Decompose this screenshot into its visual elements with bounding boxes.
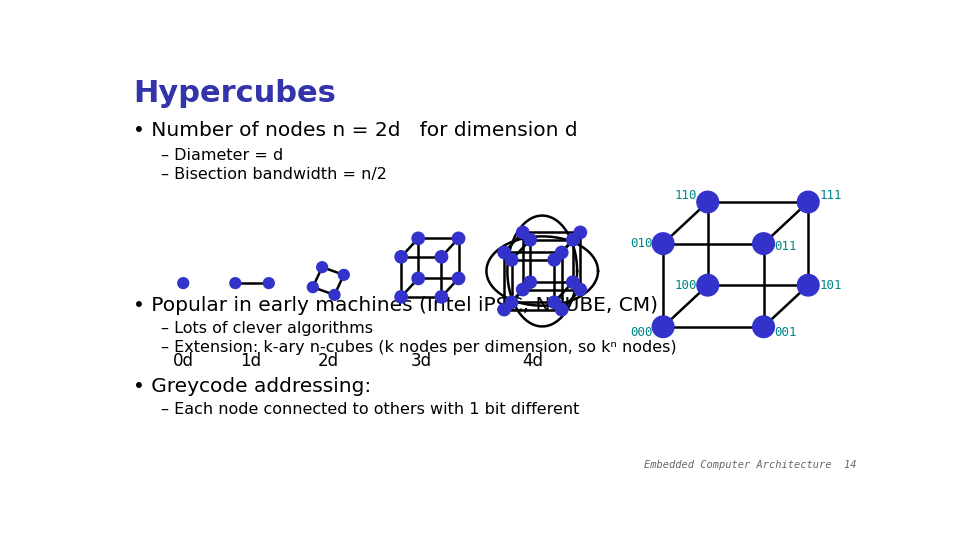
Circle shape xyxy=(412,232,424,245)
Circle shape xyxy=(452,272,465,285)
Circle shape xyxy=(498,246,511,259)
Circle shape xyxy=(566,234,579,246)
Circle shape xyxy=(498,303,511,316)
Text: – Extension: k-ary n-cubes (k nodes per dimension, so kⁿ nodes): – Extension: k-ary n-cubes (k nodes per … xyxy=(161,340,677,355)
Circle shape xyxy=(395,251,407,263)
Text: 110: 110 xyxy=(675,190,697,202)
Text: – Diameter = d: – Diameter = d xyxy=(161,148,283,163)
Text: • Number of nodes n = 2d   for dimension d: • Number of nodes n = 2d for dimension d xyxy=(133,121,578,140)
Text: 011: 011 xyxy=(775,240,797,253)
Circle shape xyxy=(178,278,189,288)
Text: • Popular in early machines (Intel iPSC, NCUBE, CM): • Popular in early machines (Intel iPSC,… xyxy=(133,295,659,315)
Circle shape xyxy=(412,272,424,285)
Text: – Bisection bandwidth = n/2: – Bisection bandwidth = n/2 xyxy=(161,167,387,181)
Text: 4d: 4d xyxy=(522,352,543,370)
Circle shape xyxy=(566,276,579,288)
Text: Hypercubes: Hypercubes xyxy=(133,79,336,109)
Circle shape xyxy=(798,191,819,213)
Circle shape xyxy=(697,191,719,213)
Circle shape xyxy=(435,291,447,303)
Text: Embedded Computer Architecture  14: Embedded Computer Architecture 14 xyxy=(644,460,856,470)
Circle shape xyxy=(329,289,340,300)
Circle shape xyxy=(317,262,327,273)
Circle shape xyxy=(524,234,537,246)
Circle shape xyxy=(548,296,561,308)
Circle shape xyxy=(505,254,517,266)
Circle shape xyxy=(395,291,407,303)
Text: 1d: 1d xyxy=(240,352,261,370)
Circle shape xyxy=(505,296,517,308)
Circle shape xyxy=(753,233,775,254)
Circle shape xyxy=(574,226,587,239)
Text: 111: 111 xyxy=(819,190,842,202)
Circle shape xyxy=(338,269,349,280)
Text: 3d: 3d xyxy=(411,352,432,370)
Circle shape xyxy=(524,276,537,288)
Text: 100: 100 xyxy=(675,279,697,292)
Circle shape xyxy=(652,316,674,338)
Text: 000: 000 xyxy=(630,326,652,340)
Text: – Lots of clever algorithms: – Lots of clever algorithms xyxy=(161,321,372,336)
Text: 001: 001 xyxy=(775,326,797,340)
Circle shape xyxy=(753,316,775,338)
Text: • Greycode addressing:: • Greycode addressing: xyxy=(133,377,372,396)
Circle shape xyxy=(516,226,529,239)
Text: 0d: 0d xyxy=(173,352,194,370)
Circle shape xyxy=(452,232,465,245)
Circle shape xyxy=(574,284,587,296)
Circle shape xyxy=(435,251,447,263)
Text: – Each node connected to others with 1 bit different: – Each node connected to others with 1 b… xyxy=(161,402,579,417)
Circle shape xyxy=(548,254,561,266)
Circle shape xyxy=(229,278,241,288)
Circle shape xyxy=(652,233,674,254)
Circle shape xyxy=(307,282,319,293)
Circle shape xyxy=(263,278,275,288)
Text: 010: 010 xyxy=(630,237,652,250)
Circle shape xyxy=(516,284,529,296)
Circle shape xyxy=(556,303,568,316)
Circle shape xyxy=(798,274,819,296)
Text: 101: 101 xyxy=(819,279,842,292)
Text: 2d: 2d xyxy=(318,352,339,370)
Circle shape xyxy=(697,274,719,296)
Circle shape xyxy=(556,246,568,259)
